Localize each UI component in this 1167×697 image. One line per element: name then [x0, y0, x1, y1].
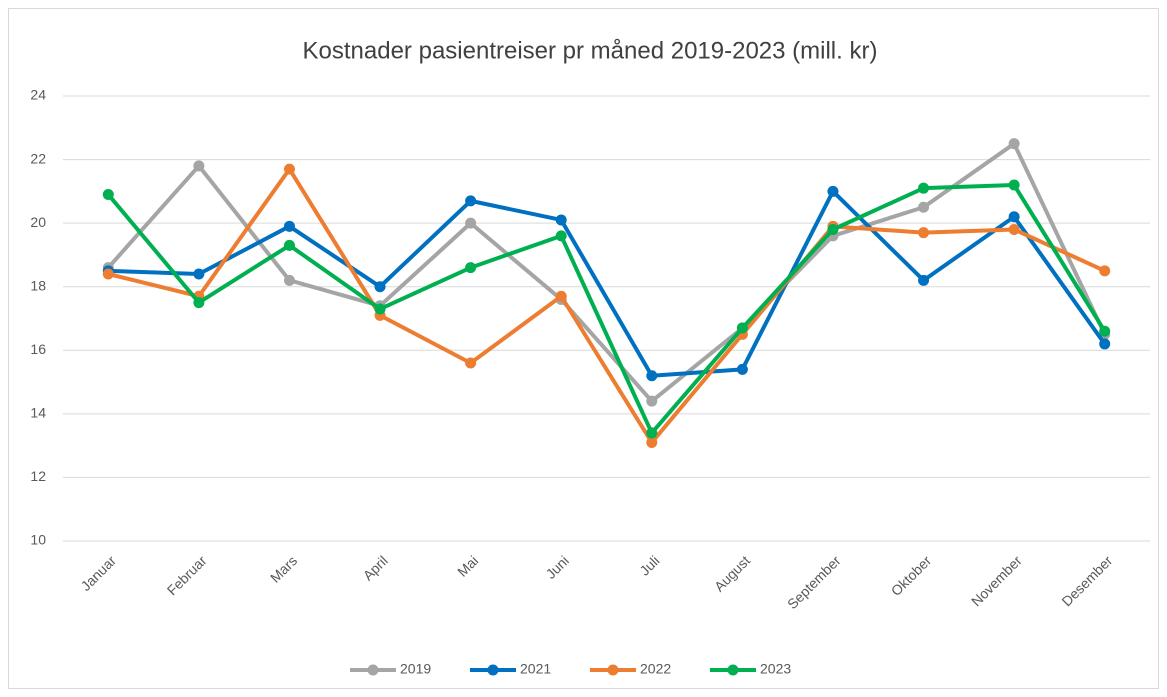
data-point: [283, 274, 295, 286]
data-point: [193, 297, 205, 309]
data-point: [918, 274, 930, 286]
data-point: [1099, 338, 1111, 350]
data-point: [465, 195, 477, 207]
data-point: [1008, 138, 1020, 150]
y-tick-label: 18: [30, 277, 46, 293]
data-point: [283, 163, 295, 175]
data-point: [646, 395, 658, 407]
data-point: [283, 239, 295, 251]
data-point: [1008, 211, 1020, 223]
data-point: [1008, 224, 1020, 235]
data-point: [465, 217, 477, 229]
data-point: [283, 220, 295, 232]
data-point: [918, 182, 930, 194]
y-tick-label: 12: [30, 468, 46, 484]
data-point: [646, 436, 658, 448]
data-point: [1008, 179, 1020, 191]
series-line: [107, 167, 1106, 445]
legend-marker: [727, 664, 739, 676]
data-point: [374, 303, 386, 315]
legend-label: 2022: [640, 661, 671, 677]
data-point: [465, 262, 477, 274]
series-line: [108, 189, 1107, 378]
data-point: [918, 201, 930, 213]
data-point: [736, 322, 748, 334]
y-tick-label: 16: [30, 341, 46, 357]
series-line: [106, 141, 1107, 404]
data-point: [555, 230, 567, 242]
data-point: [827, 224, 839, 235]
y-tick-label: 22: [30, 150, 46, 166]
y-tick-label: 24: [30, 87, 46, 103]
data-point: [646, 427, 658, 439]
legend-marker: [607, 664, 619, 676]
data-point: [102, 268, 114, 280]
data-point: [918, 227, 930, 239]
legend-label: 2019: [400, 661, 431, 677]
chart-title: Kostnader pasientreiser pr måned 2019-20…: [303, 37, 878, 64]
legend-marker: [487, 664, 499, 676]
legend-marker: [367, 664, 379, 676]
chart-frame: [8, 8, 1159, 689]
data-point: [736, 363, 748, 375]
y-tick-label: 10: [30, 532, 46, 548]
data-point: [555, 290, 567, 302]
data-point: [1099, 265, 1111, 277]
data-point: [465, 357, 477, 369]
y-tick-label: 20: [30, 214, 46, 230]
y-tick-label: 14: [30, 405, 46, 421]
series-line: [106, 183, 1107, 435]
data-point: [1099, 325, 1111, 337]
data-point: [102, 189, 114, 201]
data-point: [374, 281, 386, 293]
data-point: [827, 185, 839, 197]
data-point: [646, 370, 658, 382]
data-point: [193, 268, 205, 280]
legend-label: 2021: [520, 661, 551, 677]
legend-label: 2023: [760, 661, 791, 677]
data-point: [193, 160, 205, 172]
data-point: [555, 214, 567, 226]
